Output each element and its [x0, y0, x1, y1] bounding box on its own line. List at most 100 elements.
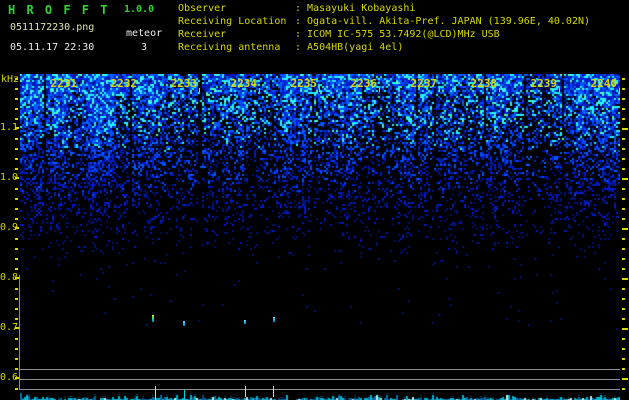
meteor-count: 3: [141, 42, 148, 53]
freq-major-tick: [15, 277, 19, 279]
minute-tick: [199, 88, 200, 92]
right-major-tick: [622, 128, 628, 130]
grid-hline: [20, 369, 620, 370]
right-minor-tick: [622, 358, 625, 360]
freq-minor-tick: [15, 158, 18, 160]
time-label: 2235: [290, 77, 318, 90]
right-minor-tick: [622, 88, 625, 90]
minute-tick: [619, 88, 620, 92]
freq-minor-tick: [15, 198, 18, 200]
right-minor-tick: [622, 298, 625, 300]
freq-minor-tick: [15, 88, 18, 90]
right-minor-tick: [622, 248, 625, 250]
info-label: Receiving antenna: [178, 42, 281, 53]
time-label: 2232: [110, 77, 138, 90]
freq-minor-tick: [15, 268, 18, 270]
freq-minor-tick: [15, 368, 18, 370]
minute-tick: [319, 88, 320, 92]
info-row: Receiver : ICOM IC-575 53.7492(@LCD)MHz U…: [178, 29, 500, 40]
right-minor-tick: [622, 258, 625, 260]
minute-tick: [379, 88, 380, 92]
right-major-tick: [622, 228, 628, 230]
info-value: : Ogata-vill. Akita-Pref. JAPAN (139.96E…: [295, 16, 591, 27]
right-major-tick: [622, 378, 628, 380]
freq-minor-tick: [15, 358, 18, 360]
event-spike-line: [184, 390, 185, 400]
right-minor-tick: [622, 148, 625, 150]
meteor-echo-dot: [244, 320, 246, 324]
minute-tick: [439, 88, 440, 92]
info-label: Receiving Location: [178, 16, 287, 27]
freq-minor-tick: [15, 148, 18, 150]
right-major-tick: [622, 278, 628, 280]
right-major-tick: [622, 178, 628, 180]
freq-minor-tick: [15, 138, 18, 140]
output-filename: 0511172230.png: [10, 22, 95, 33]
freq-tick-label: 0.7: [0, 322, 19, 333]
spectrogram-canvas: [20, 74, 620, 400]
freq-minor-tick: [15, 208, 18, 210]
freq-minor-tick: [15, 318, 18, 320]
event-spike-line: [155, 386, 156, 400]
info-row: Receiving Location : Ogata-vill. Akita-Pr…: [178, 16, 590, 27]
freq-minor-tick: [15, 338, 18, 340]
freq-minor-tick: [15, 188, 18, 190]
event-spike-line: [273, 386, 274, 397]
info-row: Observer : Masayuki Kobayashi: [178, 3, 415, 14]
minute-tick: [139, 88, 140, 92]
right-minor-tick: [622, 108, 625, 110]
freq-unit-label: kHz: [1, 74, 20, 85]
minute-tick: [259, 88, 260, 92]
right-minor-tick: [622, 78, 625, 80]
event-spike-line: [245, 386, 246, 397]
time-label: 2236: [350, 77, 378, 90]
freq-minor-tick: [15, 78, 18, 80]
axis-vline: [19, 275, 20, 390]
meteor-echo-dot: [183, 321, 185, 326]
freq-minor-tick: [15, 388, 18, 390]
right-minor-tick: [622, 308, 625, 310]
right-minor-tick: [622, 348, 625, 350]
app-title: H R O F F T: [8, 3, 110, 17]
info-value: : Masayuki Kobayashi: [295, 3, 416, 14]
right-minor-tick: [622, 368, 625, 370]
right-minor-tick: [622, 208, 625, 210]
freq-tick-label: 1.0: [0, 172, 19, 183]
freq-major-tick: [15, 227, 19, 229]
right-minor-tick: [622, 168, 625, 170]
freq-tick-label: 1.1: [0, 122, 19, 133]
minute-tick: [79, 88, 80, 92]
minute-tick: [559, 88, 560, 92]
freq-tick-label: 0.8: [0, 272, 19, 283]
freq-minor-tick: [15, 118, 18, 120]
freq-minor-tick: [15, 258, 18, 260]
freq-minor-tick: [15, 348, 18, 350]
freq-minor-tick: [15, 238, 18, 240]
info-row: Receiving antenna : A504HB(yagi 4el): [178, 42, 403, 53]
right-minor-tick: [622, 388, 625, 390]
time-label: 2233: [170, 77, 198, 90]
freq-major-tick: [15, 327, 19, 329]
time-label: 2240: [590, 77, 618, 90]
freq-tick-label: 0.9: [0, 222, 19, 233]
freq-minor-tick: [15, 298, 18, 300]
minute-tick: [499, 88, 500, 92]
right-minor-tick: [622, 218, 625, 220]
app-version: 1.0.0: [124, 4, 155, 15]
right-minor-tick: [622, 188, 625, 190]
info-value: : A504HB(yagi 4el): [295, 42, 404, 53]
info-label: Observer: [178, 3, 227, 14]
right-minor-tick: [622, 288, 625, 290]
freq-tick-label: 0.6: [0, 372, 19, 383]
freq-minor-tick: [15, 248, 18, 250]
time-label: 2234: [230, 77, 258, 90]
timestamp-label: 05.11.17 22:30: [10, 42, 95, 53]
grid-hline: [20, 379, 620, 380]
info-label: Receiver: [178, 29, 227, 40]
freq-major-tick: [15, 377, 19, 379]
info-value: : ICOM IC-575 53.7492(@LCD)MHz USB: [295, 29, 500, 40]
mode-label: meteor: [126, 28, 163, 39]
freq-major-tick: [15, 177, 19, 179]
freq-minor-tick: [15, 98, 18, 100]
